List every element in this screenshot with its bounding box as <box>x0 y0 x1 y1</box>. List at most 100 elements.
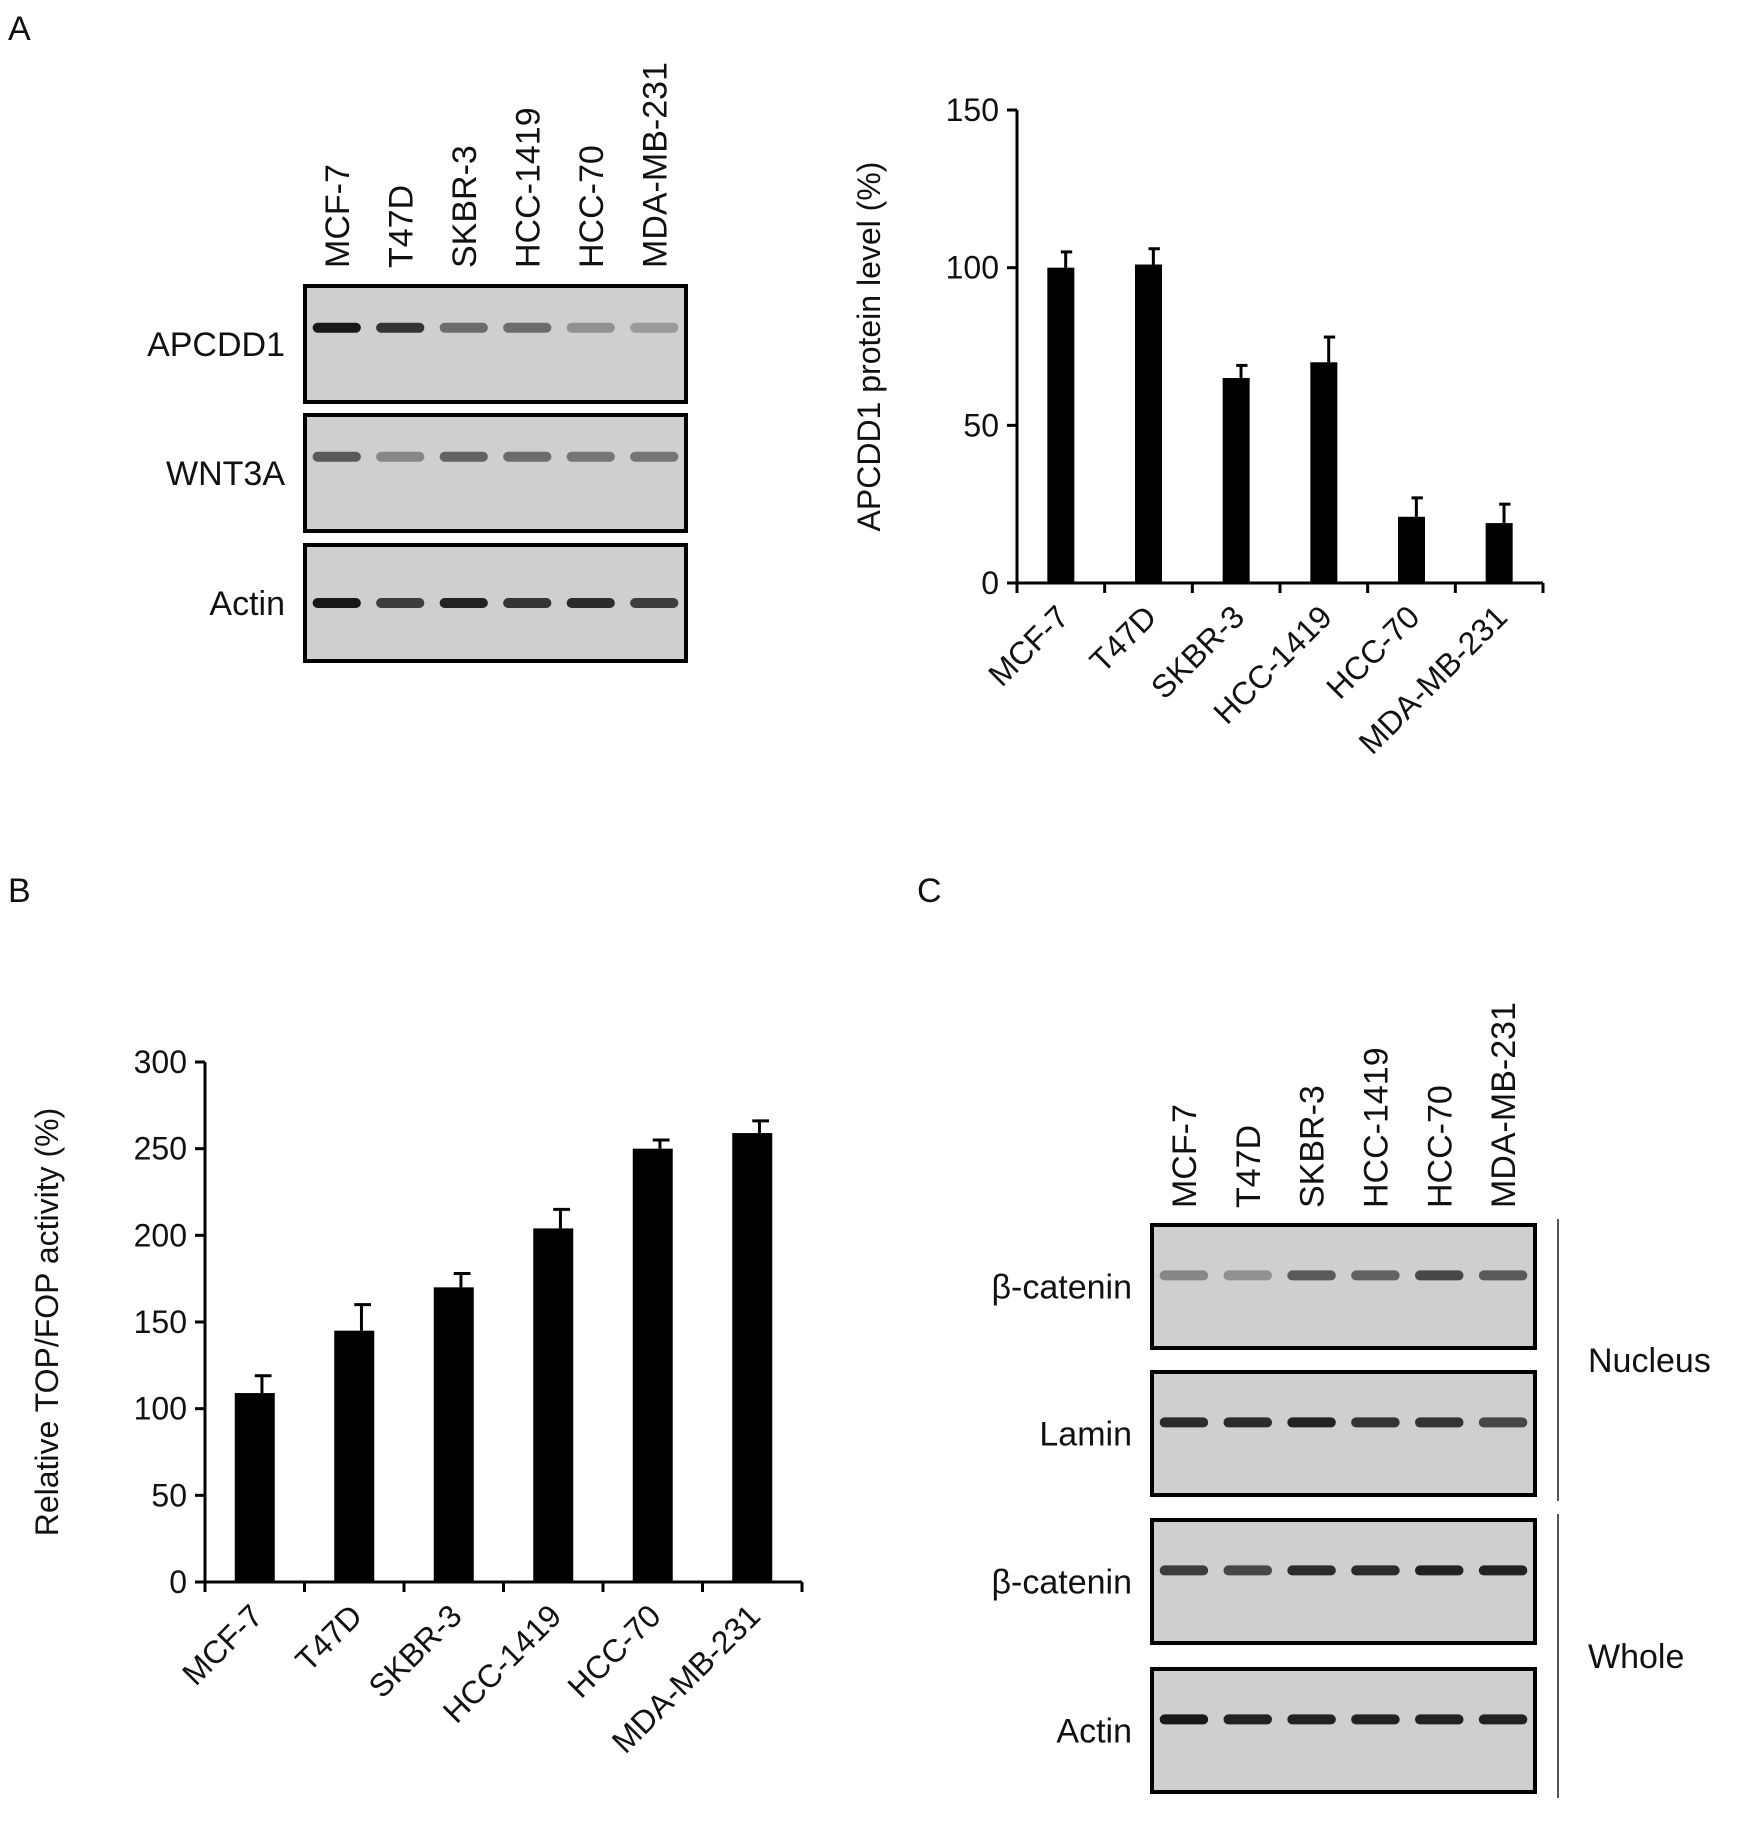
group-label-whole: Whole <box>1588 1638 1684 1676</box>
blot-row-actin-3: Actin <box>1056 1667 1537 1794</box>
y-tick-label: 50 <box>151 1477 187 1513</box>
bar-skbr-3 <box>433 1287 474 1582</box>
band-hcc-70 <box>1414 1714 1464 1725</box>
blot-membrane <box>1150 1223 1537 1350</box>
band-t47d <box>1223 1714 1273 1725</box>
band-skbr-3 <box>439 322 488 333</box>
band-mcf-7 <box>312 322 361 333</box>
band-mcf-7 <box>312 451 361 462</box>
panel-letter-a: A <box>8 10 31 48</box>
band-skbr-3 <box>1287 1417 1336 1428</box>
y-tick-label: 50 <box>963 407 999 443</box>
blot-row-apcdd1-0: APCDD1 <box>147 284 688 404</box>
row-label-lamin: Lamin <box>1039 1416 1132 1454</box>
blot-c-rows: β-catenin Lamin β-catenin Actin <box>991 1223 1537 1794</box>
lane-label-t47d: T47D <box>382 185 420 268</box>
lane-label-hcc-1419: HCC-1419 <box>509 107 547 268</box>
row-label-actin: Actin <box>1056 1713 1132 1751</box>
band-hcc-70 <box>566 322 615 333</box>
lane-label-t47d: T47D <box>1230 1125 1268 1208</box>
band-mcf-7 <box>1159 1270 1209 1281</box>
x-tick-label-mcf-7: MCF-7 <box>981 598 1076 693</box>
x-tick-label-t47d: T47D <box>1083 598 1164 679</box>
x-tick-label-t47d: T47D <box>288 1597 369 1678</box>
band-mda-mb-231 <box>630 451 679 462</box>
western-blot-c: MCF-7 T47D SKBR-3 HCC-1419 HCC-70 MDA-MB-231 … <box>991 1002 1711 1798</box>
blot-membrane <box>1150 1370 1537 1497</box>
blot-row-catenin-2: β-catenin <box>991 1518 1537 1645</box>
band-hcc-70 <box>566 598 615 608</box>
blot-row-actin-2: Actin <box>209 543 688 663</box>
band-t47d <box>1223 1270 1273 1281</box>
band-skbr-3 <box>1287 1565 1336 1576</box>
x-tick-label-mcf-7: MCF-7 <box>175 1597 270 1692</box>
band-mcf-7 <box>1159 1565 1209 1576</box>
bar-mcf-7 <box>234 1393 275 1582</box>
blot-c-lane-labels: MCF-7 T47D SKBR-3 HCC-1419 HCC-70 MDA-MB-231 <box>1166 1002 1523 1208</box>
band-hcc-70 <box>566 451 615 462</box>
band-mda-mb-231 <box>1478 1565 1528 1576</box>
bar-mda-mb-231 <box>1485 523 1513 583</box>
band-mcf-7 <box>1159 1417 1209 1428</box>
band-t47d <box>376 598 425 608</box>
row-label-wnt3a: WNT3A <box>166 455 285 493</box>
band-hcc-1419 <box>503 322 552 333</box>
chart-a-bars <box>1047 247 1513 583</box>
band-mcf-7 <box>312 598 361 608</box>
band-hcc-1419 <box>503 598 552 608</box>
row-label-apcdd1: APCDD1 <box>147 326 285 364</box>
row-label-catenin: β-catenin <box>991 1269 1132 1307</box>
band-mda-mb-231 <box>1478 1417 1528 1428</box>
western-blot-a: MCF-7 T47D SKBR-3 HCC-1419 HCC-70 MDA-MB-231 … <box>147 62 688 663</box>
band-mcf-7 <box>1159 1714 1209 1725</box>
band-mda-mb-231 <box>630 322 679 333</box>
bar-chart-apcdd1: APCDD1 protein level (%) 0 50 100 150 MCF-7 T… <box>851 92 1545 761</box>
lane-label-mcf-7: MCF-7 <box>1166 1104 1204 1208</box>
blot-a-lane-labels: MCF-7 T47D SKBR-3 HCC-1419 HCC-70 MDA-MB-231 <box>319 62 675 268</box>
band-mda-mb-231 <box>1478 1270 1528 1281</box>
chart-b-bars <box>234 1119 773 1582</box>
band-hcc-70 <box>1414 1270 1464 1281</box>
y-tick-label: 0 <box>169 1564 187 1600</box>
band-mda-mb-231 <box>1478 1714 1528 1725</box>
bar-hcc-1419 <box>1310 362 1338 583</box>
y-axis-title: Relative TOP/FOP activity (%) <box>29 1108 65 1537</box>
band-hcc-70 <box>1414 1417 1464 1428</box>
bar-mda-mb-231 <box>732 1133 773 1582</box>
blot-c-groups: Nucleus Whole <box>1557 1219 1711 1798</box>
y-tick-label: 250 <box>134 1131 187 1167</box>
band-hcc-70 <box>1414 1565 1464 1576</box>
row-label-actin: Actin <box>209 585 285 623</box>
band-hcc-1419 <box>1351 1417 1400 1428</box>
lane-label-hcc-1419: HCC-1419 <box>1357 1047 1395 1208</box>
y-tick-label: 300 <box>134 1044 187 1080</box>
lane-label-skbr-3: SKBR-3 <box>1294 1085 1332 1208</box>
y-tick-label: 150 <box>946 92 999 128</box>
band-hcc-1419 <box>1351 1714 1400 1725</box>
row-label-catenin: β-catenin <box>991 1564 1132 1602</box>
band-hcc-1419 <box>503 451 552 462</box>
blot-membrane <box>303 413 688 533</box>
y-tick-label: 100 <box>134 1391 187 1427</box>
y-tick-label: 0 <box>981 565 999 601</box>
band-mda-mb-231 <box>630 598 679 608</box>
bar-hcc-70 <box>1398 516 1425 583</box>
band-t47d <box>1223 1417 1273 1428</box>
blot-membrane <box>1150 1667 1537 1794</box>
band-t47d <box>376 451 425 462</box>
band-skbr-3 <box>439 451 488 462</box>
band-skbr-3 <box>1287 1270 1336 1281</box>
y-tick-label: 100 <box>946 250 999 286</box>
blot-membrane <box>303 284 688 404</box>
blot-row-lamin-1: Lamin <box>1039 1370 1537 1497</box>
lane-label-skbr-3: SKBR-3 <box>446 145 484 268</box>
blot-membrane <box>1150 1518 1537 1645</box>
lane-label-hcc-70: HCC-70 <box>573 145 611 268</box>
group-label-nucleus: Nucleus <box>1588 1342 1711 1380</box>
band-hcc-1419 <box>1351 1565 1400 1576</box>
bar-hcc-1419 <box>533 1228 574 1582</box>
bar-mcf-7 <box>1047 267 1075 583</box>
blot-row-wnt3a-1: WNT3A <box>166 413 688 533</box>
lane-label-mda-mb-231: MDA-MB-231 <box>1485 1002 1523 1208</box>
